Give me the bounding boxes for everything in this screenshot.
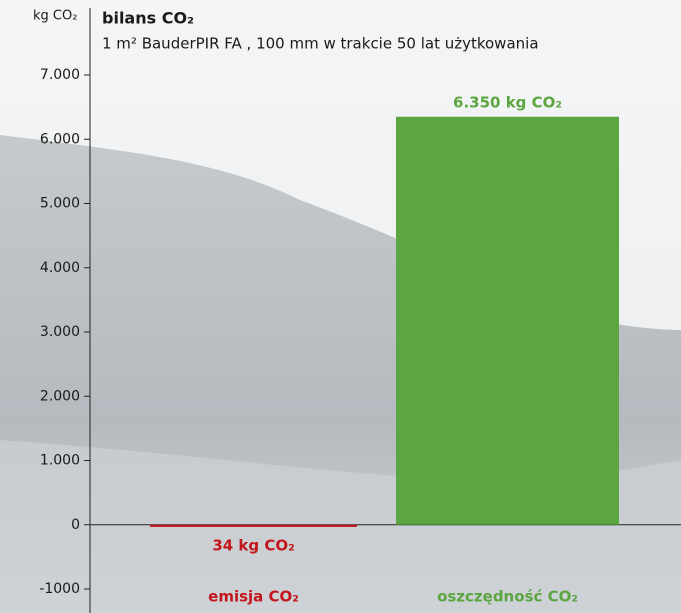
y-tick-label: 3.000: [40, 324, 80, 340]
y-tick-label: 6.000: [40, 131, 80, 147]
y-tick-label: 1.000: [40, 453, 80, 469]
category-label: emisja CO₂: [208, 588, 299, 606]
bar: [150, 524, 357, 527]
y-tick-label: 2.000: [40, 388, 80, 404]
y-tick-label: 5.000: [40, 196, 80, 212]
bar: [396, 116, 619, 525]
y-tick-label: 4.000: [40, 260, 80, 276]
category-label: oszczędność CO₂: [437, 588, 578, 606]
y-tick-label: -1000: [39, 581, 80, 597]
y-tick-label: 7.000: [40, 67, 80, 83]
y-axis-label: kg CO₂: [33, 9, 77, 24]
value-label: 6.350 kg CO₂: [453, 93, 562, 111]
y-tick-label: 0: [71, 517, 80, 533]
value-label: 34 kg CO₂: [212, 536, 294, 554]
chart-subtitle: 1 m² BauderPIR FA , 100 mm w trakcie 50 …: [102, 35, 539, 53]
chart-title: bilans CO₂: [102, 9, 194, 28]
